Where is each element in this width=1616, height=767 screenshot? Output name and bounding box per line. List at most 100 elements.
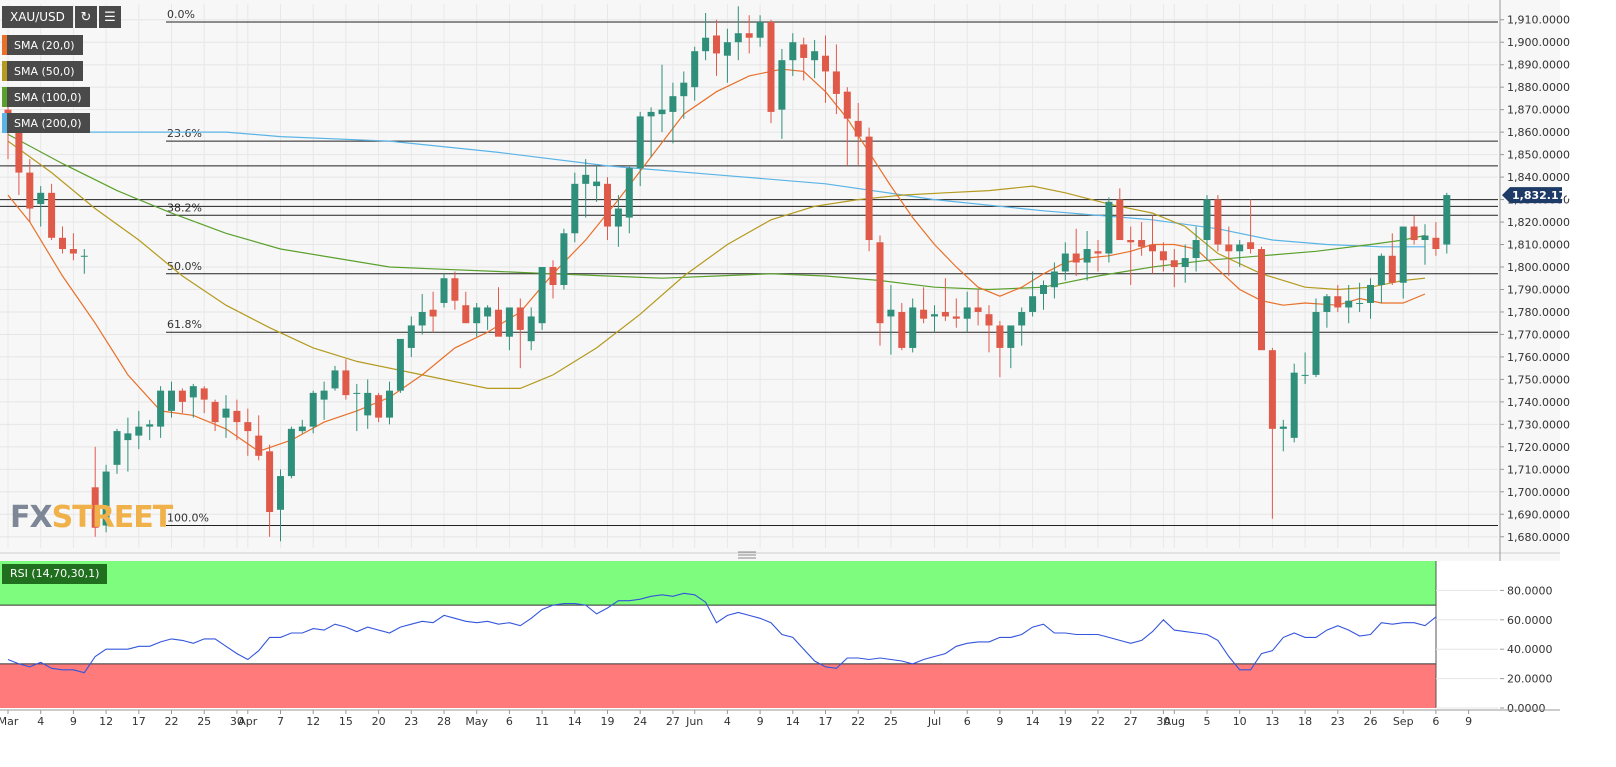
candle (887, 284, 895, 355)
candle (1279, 419, 1287, 452)
candle-body (658, 109, 666, 115)
fib-label: 23.6% (167, 127, 202, 140)
candle-body (1192, 240, 1200, 259)
candle (854, 102, 862, 166)
x-tick-label: 19 (601, 715, 615, 728)
x-tick-label: 22 (851, 715, 865, 728)
candle (647, 107, 655, 157)
candle (876, 235, 884, 346)
fib-label: 50.0% (167, 260, 202, 273)
candle (832, 44, 840, 115)
candle-body (375, 395, 383, 418)
candle-body (1334, 296, 1342, 308)
candle-body (287, 428, 295, 477)
candle (298, 419, 306, 434)
candle (375, 392, 383, 423)
candle (745, 15, 753, 54)
rsi-legend[interactable]: RSI (14,70,30,1) (2, 564, 108, 584)
candle-body (320, 390, 328, 400)
candle (527, 307, 535, 351)
candle (1138, 222, 1146, 256)
symbol-button[interactable]: XAU/USD (2, 6, 73, 28)
candle-body (15, 118, 23, 173)
candle-body (298, 426, 306, 432)
candle-body (484, 307, 492, 317)
candle (789, 33, 797, 76)
candle-body (843, 91, 851, 119)
candle (135, 410, 143, 450)
legend-sma-50[interactable]: SMA (50,0) (2, 61, 83, 81)
candle (1268, 347, 1276, 519)
refresh-icon[interactable]: ↻ (74, 6, 97, 28)
candle-body (963, 307, 971, 319)
candle (1323, 293, 1331, 328)
candle-body (277, 476, 284, 510)
candle (168, 381, 175, 418)
candle (386, 381, 393, 425)
candle-body (462, 305, 470, 324)
candle (549, 260, 557, 299)
candle (604, 177, 611, 241)
candle-body (734, 33, 742, 43)
candle-body (386, 390, 393, 418)
candle-body (331, 370, 339, 389)
candle (255, 415, 263, 461)
candle (691, 46, 699, 101)
x-tick-label: 12 (99, 715, 113, 728)
candle (1388, 233, 1396, 285)
candle-body (1083, 249, 1091, 263)
candle (974, 289, 982, 326)
candle-body (178, 390, 186, 402)
candle-body (69, 249, 77, 254)
rsi-y-tick-label: 40.0000 (1507, 643, 1553, 656)
candle-body (516, 307, 524, 330)
candle-body (1181, 258, 1189, 268)
candle-body (1116, 199, 1124, 241)
candle-body (702, 37, 710, 52)
candle (843, 87, 851, 166)
x-tick-label: 4 (37, 715, 44, 728)
candle-body (1290, 372, 1298, 438)
candle (898, 302, 906, 351)
candle-body (571, 183, 579, 234)
current-price-tag (1502, 187, 1562, 204)
candle-body (80, 255, 88, 257)
candle-body (1432, 237, 1440, 250)
candle-body (26, 172, 34, 209)
candle (331, 365, 339, 391)
candle-body (1279, 426, 1287, 429)
candle (473, 302, 481, 337)
legend-sma-100[interactable]: SMA (100,0) (2, 87, 90, 107)
candle (680, 71, 688, 119)
candle-body (211, 401, 219, 423)
candle-body (102, 471, 110, 526)
chart-toolbar: XAU/USD ↻ ☰ (2, 6, 121, 28)
legend-sma-20[interactable]: SMA (20,0) (2, 35, 83, 55)
candle (211, 399, 219, 432)
candle (963, 291, 971, 333)
y-tick-label: 1,850.0000 (1507, 149, 1570, 162)
indicators-icon[interactable]: ☰ (98, 6, 121, 28)
candle-body (767, 21, 775, 112)
x-tick-label: 9 (70, 715, 77, 728)
candle-body (418, 311, 426, 326)
x-tick-label: 15 (339, 715, 353, 728)
candle-body (233, 410, 241, 423)
x-tick-label: 24 (633, 715, 647, 728)
candle-body (1225, 244, 1233, 252)
candle-body (364, 392, 372, 416)
candle (571, 172, 579, 243)
x-tick-label: 14 (786, 715, 800, 728)
candle (1410, 215, 1418, 245)
candle (723, 28, 731, 83)
x-tick-label: Sep (1393, 715, 1414, 728)
candle (865, 127, 873, 252)
candle (1334, 284, 1342, 312)
candle-body (811, 51, 819, 61)
candle (931, 305, 938, 333)
candle-body (1094, 251, 1102, 254)
y-tick-label: 1,820.0000 (1507, 216, 1570, 229)
candle-body (669, 96, 677, 112)
legend-sma-200[interactable]: SMA (200,0) (2, 113, 90, 133)
